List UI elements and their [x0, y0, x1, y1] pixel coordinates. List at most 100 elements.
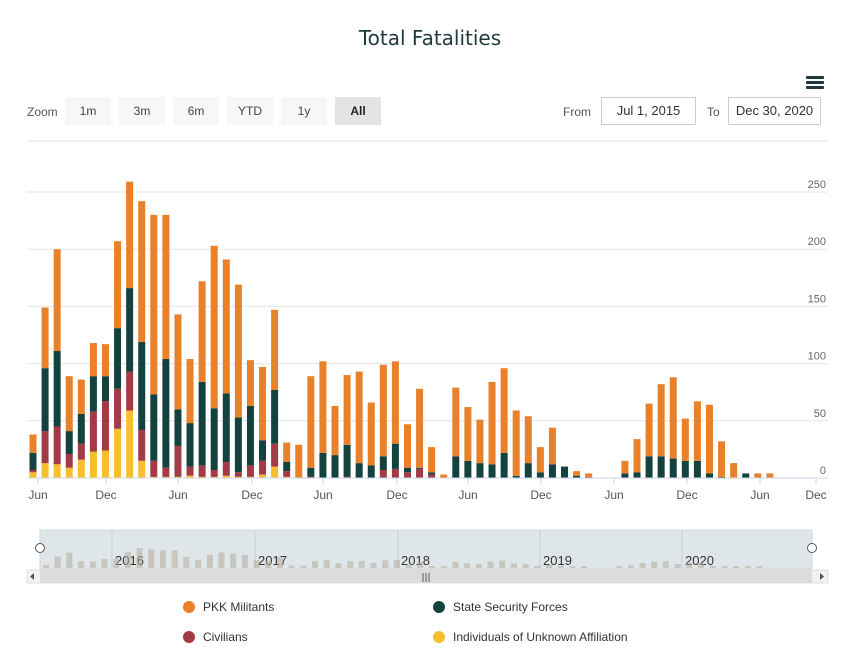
bar-segment[interactable] — [331, 455, 339, 478]
bar-segment[interactable] — [234, 284, 242, 418]
bar-segment[interactable] — [271, 389, 279, 444]
bar-segment[interactable] — [693, 460, 701, 478]
bar-segment[interactable] — [29, 452, 37, 470]
navigator-right-handle[interactable] — [807, 543, 817, 553]
bar-segment[interactable] — [512, 410, 520, 476]
bar-segment[interactable] — [500, 452, 508, 478]
legend-item-state[interactable]: State Security Forces — [453, 600, 568, 614]
legend-item-pkk[interactable]: PKK Militants — [203, 600, 275, 614]
bar-segment[interactable] — [379, 456, 387, 470]
bar-segment[interactable] — [428, 472, 436, 475]
bar-segment[interactable] — [162, 359, 170, 468]
hamburger-menu-icon[interactable] — [806, 76, 824, 90]
bar-segment[interactable] — [138, 429, 146, 461]
bar-segment[interactable] — [210, 245, 218, 409]
bar-segment[interactable] — [633, 439, 641, 473]
bar-segment[interactable] — [101, 401, 109, 451]
bar-segment[interactable] — [186, 475, 194, 478]
bar-segment[interactable] — [548, 427, 556, 465]
bar-segment[interactable] — [295, 444, 303, 478]
bar-segment[interactable] — [669, 458, 677, 478]
bar-segment[interactable] — [174, 409, 182, 446]
bar-segment[interactable] — [657, 384, 665, 457]
bar-segment[interactable] — [222, 259, 230, 394]
bar-segment[interactable] — [645, 403, 653, 457]
bar-segment[interactable] — [126, 181, 134, 289]
bar-segment[interactable] — [464, 460, 472, 478]
zoom-all-button[interactable]: All — [335, 97, 381, 125]
bar-segment[interactable] — [416, 388, 424, 468]
bar-segment[interactable] — [114, 428, 122, 478]
bar-segment[interactable] — [162, 467, 170, 477]
legend-item-unknown[interactable]: Individuals of Unknown Affiliation — [453, 630, 628, 644]
bar-segment[interactable] — [41, 463, 49, 478]
bar-segment[interactable] — [174, 476, 182, 478]
bar-segment[interactable] — [283, 471, 291, 477]
bar-segment[interactable] — [391, 443, 399, 469]
bar-segment[interactable] — [633, 472, 641, 478]
bar-segment[interactable] — [234, 417, 242, 473]
bar-segment[interactable] — [150, 460, 158, 477]
bar-segment[interactable] — [271, 309, 279, 390]
bar-segment[interactable] — [730, 463, 738, 478]
bar-segment[interactable] — [126, 288, 134, 372]
bar-segment[interactable] — [403, 472, 411, 478]
bar-segment[interactable] — [198, 281, 206, 382]
bar-segment[interactable] — [548, 464, 556, 478]
bar-segment[interactable] — [53, 249, 61, 352]
bar-segment[interactable] — [234, 472, 242, 477]
bar-segment[interactable] — [403, 424, 411, 468]
bar-segment[interactable] — [416, 467, 424, 469]
bar-segment[interactable] — [150, 476, 158, 478]
bar-segment[interactable] — [307, 467, 315, 477]
bar-segment[interactable] — [476, 463, 484, 478]
bar-segment[interactable] — [573, 471, 581, 476]
bar-segment[interactable] — [77, 413, 85, 444]
bar-segment[interactable] — [150, 214, 158, 395]
bar-segment[interactable] — [343, 375, 351, 445]
from-date-input[interactable]: Jul 1, 2015 — [601, 97, 696, 125]
bar-segment[interactable] — [283, 442, 291, 462]
bar-segment[interactable] — [379, 364, 387, 457]
bar-segment[interactable] — [174, 445, 182, 477]
bar-segment[interactable] — [621, 460, 629, 474]
bar-segment[interactable] — [210, 469, 218, 477]
bar-segment[interactable] — [367, 402, 375, 466]
bar-segment[interactable] — [766, 473, 774, 478]
bar-segment[interactable] — [283, 461, 291, 472]
bar-segment[interactable] — [561, 466, 569, 478]
bar-segment[interactable] — [246, 405, 254, 466]
bar-segment[interactable] — [246, 465, 254, 477]
bar-segment[interactable] — [524, 416, 532, 464]
bar-segment[interactable] — [53, 464, 61, 478]
bar-segment[interactable] — [585, 473, 593, 477]
bar-segment[interactable] — [259, 367, 267, 441]
bar-segment[interactable] — [705, 473, 713, 478]
bar-segment[interactable] — [53, 426, 61, 465]
bar-segment[interactable] — [645, 456, 653, 478]
bar-segment[interactable] — [259, 440, 267, 461]
bar-segment[interactable] — [162, 214, 170, 360]
bar-segment[interactable] — [29, 472, 37, 478]
bar-segment[interactable] — [669, 377, 677, 459]
bar-segment[interactable] — [89, 376, 97, 412]
bar-segment[interactable] — [101, 376, 109, 402]
bar-segment[interactable] — [331, 405, 339, 456]
legend-item-civilians[interactable]: Civilians — [203, 630, 248, 644]
bar-segment[interactable] — [657, 456, 665, 478]
bar-segment[interactable] — [65, 376, 73, 432]
bar-segment[interactable] — [488, 464, 496, 478]
bar-segment[interactable] — [53, 351, 61, 427]
bar-segment[interactable] — [114, 328, 122, 389]
bar-segment[interactable] — [573, 475, 581, 478]
bar-segment[interactable] — [150, 394, 158, 461]
bar-segment[interactable] — [222, 393, 230, 462]
bar-segment[interactable] — [41, 307, 49, 369]
scrollbar-thumb[interactable] — [40, 570, 812, 583]
bar-segment[interactable] — [246, 360, 254, 406]
bar-segment[interactable] — [174, 314, 182, 410]
bar-segment[interactable] — [319, 452, 327, 478]
bar-segment[interactable] — [343, 444, 351, 477]
bar-segment[interactable] — [681, 418, 689, 461]
bar-segment[interactable] — [259, 460, 267, 475]
